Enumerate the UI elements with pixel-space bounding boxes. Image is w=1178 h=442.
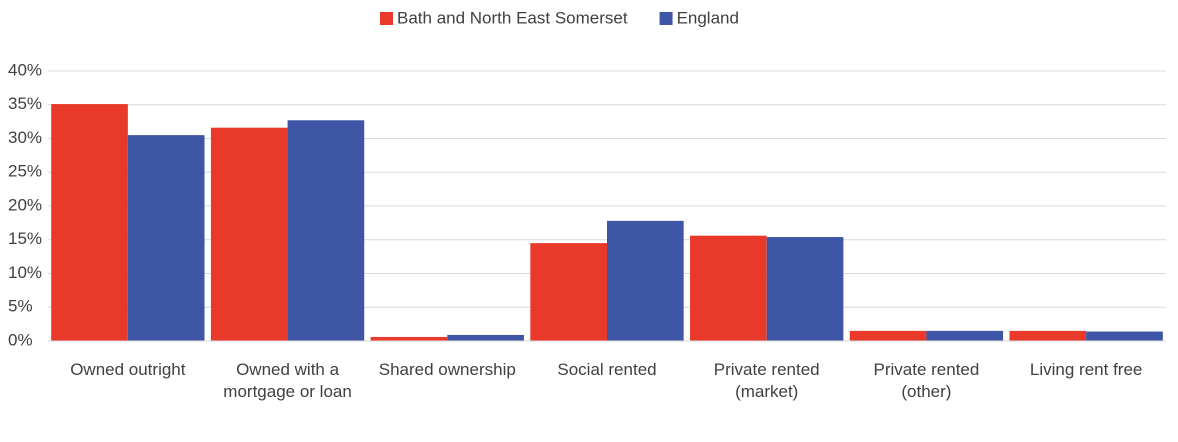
y-tick-label: 40% [8, 60, 42, 79]
bar [766, 237, 844, 341]
bar [210, 127, 288, 341]
bar [287, 120, 365, 342]
x-tick-label: Owned with a mortgage or loan [223, 360, 352, 401]
y-tick-label: 10% [8, 263, 42, 282]
bar [607, 220, 684, 341]
bar [530, 243, 607, 341]
bar [849, 330, 927, 341]
legend-swatch [659, 12, 673, 25]
bar [51, 104, 128, 341]
bar [690, 235, 767, 341]
y-tick-label: 0% [8, 330, 33, 349]
x-tick-label: Social rented [557, 360, 657, 379]
bar [370, 336, 448, 341]
bar [447, 334, 524, 341]
bar [1086, 331, 1163, 341]
y-tick-label: 15% [8, 229, 42, 248]
x-tick-label: Owned outright [70, 360, 186, 379]
y-tick-label: 35% [8, 94, 42, 113]
bar [127, 135, 205, 341]
y-tick-label: 25% [8, 162, 42, 181]
x-tick-label: Living rent free [1029, 360, 1143, 379]
y-tick-label: 5% [8, 297, 33, 316]
x-tick-label: Private rented (other) [873, 360, 980, 401]
y-tick-label: 30% [8, 128, 42, 147]
legend-swatch [380, 12, 393, 25]
legend-label: Bath and North East Somerset [397, 8, 628, 27]
y-tick-label: 20% [8, 195, 42, 214]
bar [1009, 330, 1087, 341]
x-tick-label: Private rented (market) [713, 360, 820, 401]
x-tick-label: Shared ownership [378, 360, 516, 379]
bar [926, 330, 1004, 341]
legend-label: England [677, 8, 739, 27]
